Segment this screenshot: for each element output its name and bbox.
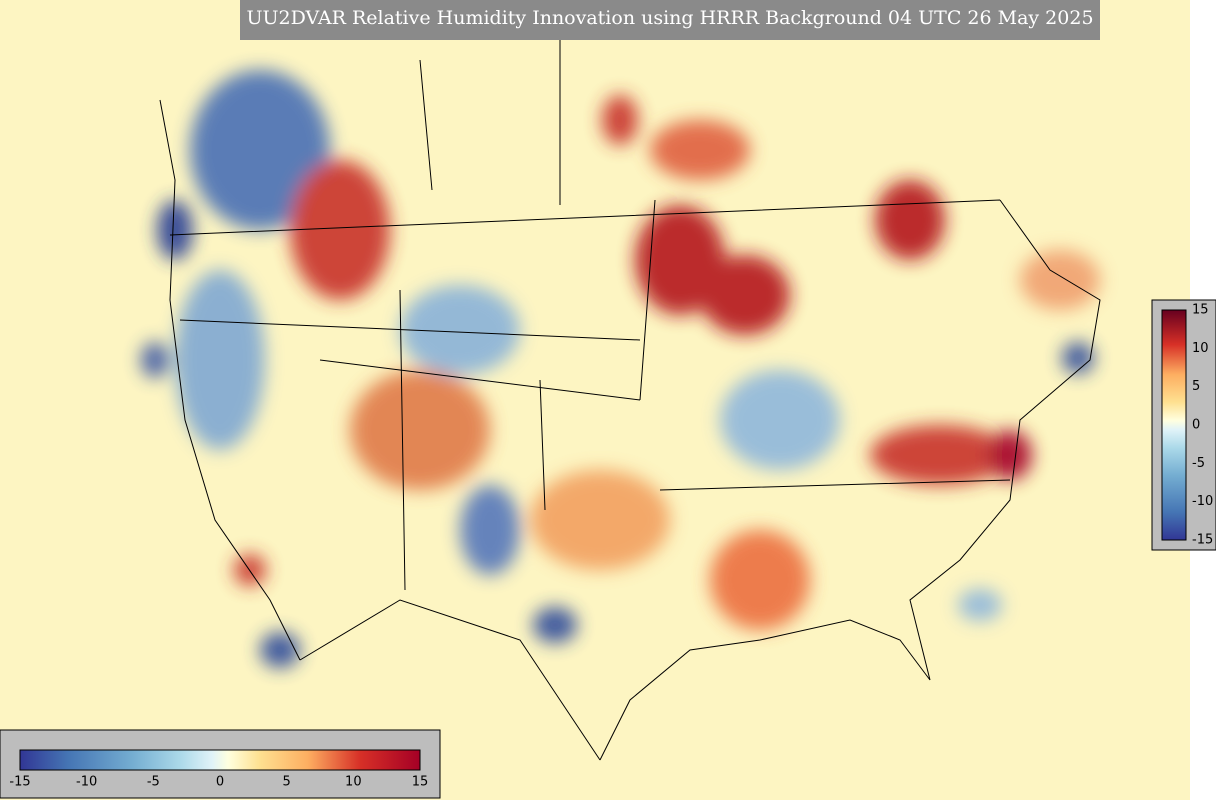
humidity-field: [141, 70, 1100, 668]
colorbar-right: [1161, 309, 1187, 541]
colorbar-tick-label: -10: [1192, 494, 1213, 509]
title-box: [240, 0, 1100, 40]
colorbar-bottom: [19, 749, 421, 771]
colorbar-tick-label: -15: [1192, 533, 1213, 548]
colorbar-tick-label: -5: [147, 775, 160, 790]
colorbar-tick-label: 0: [1192, 418, 1200, 433]
colorbar-tick-label: -15: [9, 775, 30, 790]
colorbar-tick-label: 15: [1192, 303, 1209, 318]
map-title: UU2DVAR Relative Humidity Innovation usi…: [246, 7, 1093, 29]
colorbar-tick-label: 0: [216, 775, 224, 790]
colorbar-tick-label: 5: [1192, 379, 1200, 394]
colorbar-tick-label: 10: [345, 775, 362, 790]
colorbar-tick-label: 10: [1192, 341, 1209, 356]
colorbar-tick-label: 5: [283, 775, 291, 790]
borders: [159, 0, 1101, 761]
colorbar-ticks: 15 10 5 0 -5 -10 -15 -15 -10 -5 0 5 10 15: [9, 303, 1213, 790]
colorbar-tick-label: -10: [76, 775, 97, 790]
colorbar-tick-label: 15: [412, 775, 429, 790]
map-background: [0, 0, 1190, 800]
colorbar-tick-label: -5: [1192, 456, 1205, 471]
